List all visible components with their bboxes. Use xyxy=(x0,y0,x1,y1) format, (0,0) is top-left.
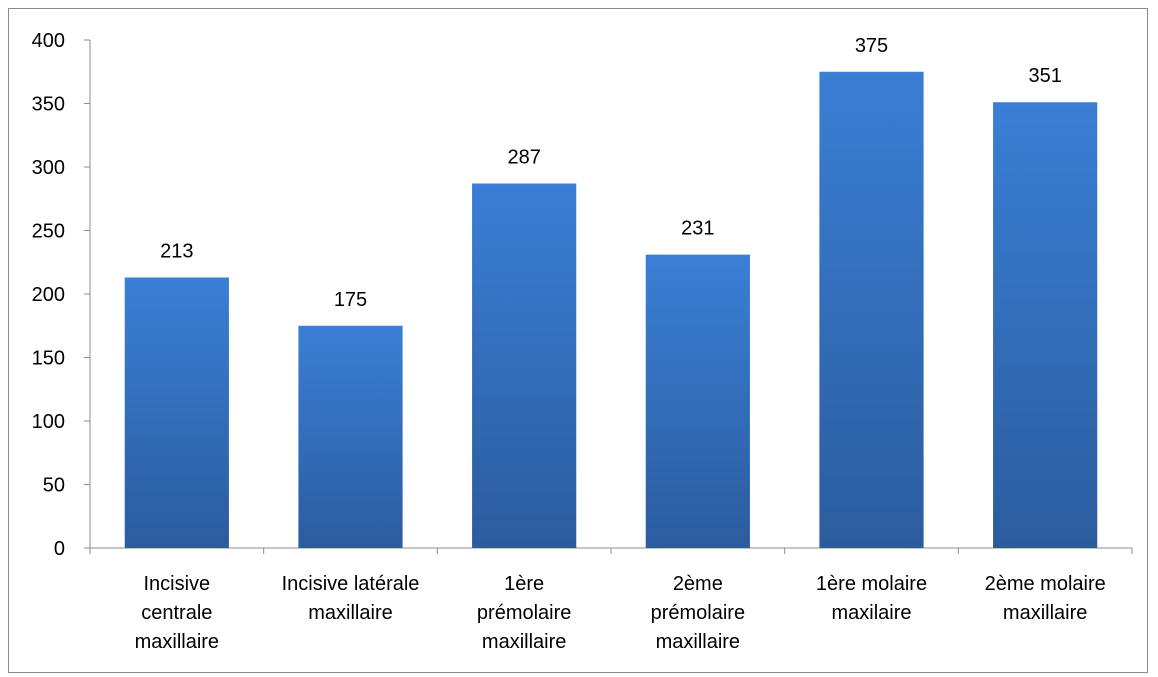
x-category-label: 2ème prémolaire maxillaire xyxy=(651,573,745,653)
data-label: 375 xyxy=(855,35,888,57)
x-category-label: 1ère molaire maxilaire xyxy=(816,573,927,624)
data-label: 287 xyxy=(507,147,540,169)
y-tick-label: 0 xyxy=(54,538,65,560)
x-category-label: Incisive centrale maxillaire xyxy=(135,573,219,653)
y-tick-label: 300 xyxy=(32,157,65,179)
x-category-label: 1ère prémolaire maxillaire xyxy=(477,573,571,653)
x-category-label: 2ème molaire maxillaire xyxy=(985,573,1106,624)
x-category-label: Incisive latérale maxillaire xyxy=(282,573,420,624)
data-label: 231 xyxy=(681,218,714,240)
bar xyxy=(819,71,924,548)
bar xyxy=(645,254,750,548)
y-tick-label: 200 xyxy=(32,284,65,306)
bar xyxy=(124,277,229,548)
y-tick-label: 50 xyxy=(43,475,65,497)
data-label: 351 xyxy=(1028,65,1061,87)
data-label: 175 xyxy=(334,289,367,311)
y-tick-label: 150 xyxy=(32,348,65,370)
y-tick-label: 350 xyxy=(32,94,65,116)
bar xyxy=(298,325,403,548)
y-tick-label: 250 xyxy=(32,221,65,243)
bar xyxy=(993,102,1098,548)
data-label: 213 xyxy=(160,240,193,262)
bar xyxy=(472,183,577,548)
y-tick-label: 100 xyxy=(32,411,65,433)
y-tick-label: 400 xyxy=(32,30,65,52)
